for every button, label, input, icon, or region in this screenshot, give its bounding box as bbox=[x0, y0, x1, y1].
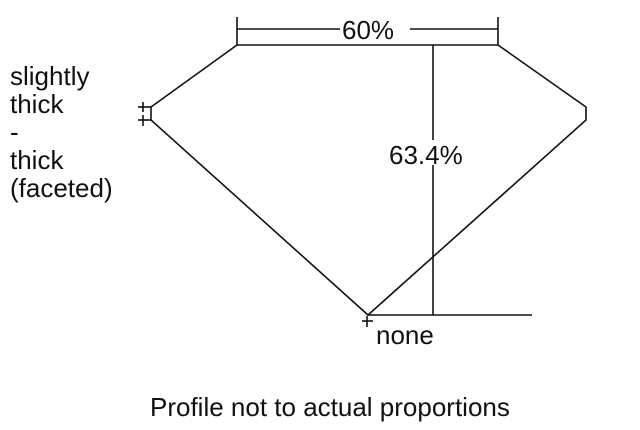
girdle-label: slightly thick - thick (faceted) bbox=[10, 62, 150, 202]
table-percentage-label: 60% bbox=[342, 15, 395, 45]
culet-label: none bbox=[376, 320, 434, 350]
girdle-label-line: slightly bbox=[10, 61, 90, 91]
gem-outline bbox=[150, 44, 587, 317]
caption: Profile not to actual proportions bbox=[150, 392, 510, 422]
girdle-label-line: (faceted) bbox=[10, 173, 113, 203]
girdle-label-line: thick bbox=[10, 89, 64, 119]
girdle-label-line: thick bbox=[10, 145, 64, 175]
girdle-label-line: - bbox=[10, 117, 19, 147]
depth-percentage-label: 63.4% bbox=[389, 140, 463, 170]
